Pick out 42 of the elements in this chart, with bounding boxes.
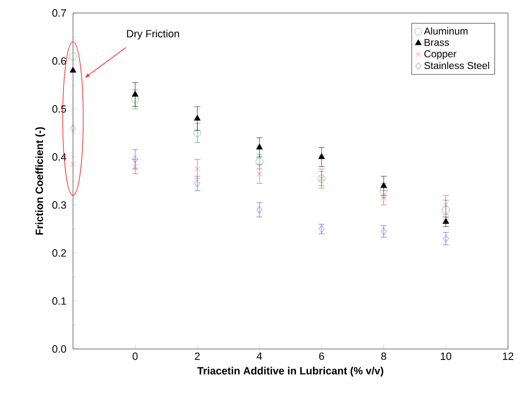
point bbox=[194, 114, 201, 121]
point bbox=[194, 129, 202, 137]
point bbox=[70, 161, 76, 167]
x-axis-title: Triacetin Additive in Lubricant (% v/v) bbox=[197, 366, 384, 377]
point bbox=[70, 66, 76, 73]
y-tick-label: 0.3 bbox=[52, 201, 66, 209]
point bbox=[380, 182, 388, 188]
point bbox=[256, 158, 264, 166]
point bbox=[380, 195, 386, 201]
y-tick-label: 0.6 bbox=[52, 57, 66, 65]
y-tick-label: 0.0 bbox=[52, 345, 66, 353]
point bbox=[70, 124, 76, 132]
y-tick-label: 0.7 bbox=[52, 9, 66, 17]
x-tick-label: 8 bbox=[381, 352, 386, 360]
legend-label: Brass bbox=[424, 38, 449, 46]
point bbox=[132, 90, 138, 97]
point bbox=[131, 96, 139, 104]
x-tick-label: 2 bbox=[194, 352, 200, 360]
point bbox=[132, 164, 138, 170]
legend-label: Copper bbox=[424, 50, 456, 60]
legend-label: Aluminum bbox=[424, 27, 468, 35]
point bbox=[69, 52, 77, 60]
y-tick-label: 0.2 bbox=[52, 249, 66, 257]
annotation: Dry Friction bbox=[127, 30, 180, 40]
x-tick-label: 12 bbox=[502, 352, 514, 360]
x-tick-label: 4 bbox=[256, 352, 262, 360]
x-tick-label: 6 bbox=[319, 352, 324, 360]
point bbox=[380, 228, 387, 236]
point bbox=[256, 144, 263, 150]
point bbox=[132, 156, 138, 164]
legend-label: Stainless Steel bbox=[424, 62, 490, 70]
y-axis-title: Friction Coefficient (-) bbox=[35, 127, 46, 235]
point bbox=[318, 153, 325, 159]
point bbox=[256, 206, 262, 214]
x-tick-label: 0 bbox=[132, 352, 138, 360]
x-tick-label: 10 bbox=[440, 352, 452, 360]
point bbox=[442, 234, 449, 242]
point bbox=[256, 171, 262, 177]
point bbox=[194, 166, 200, 172]
point bbox=[442, 218, 450, 224]
point bbox=[194, 180, 200, 188]
y-tick-label: 0.1 bbox=[52, 297, 66, 305]
